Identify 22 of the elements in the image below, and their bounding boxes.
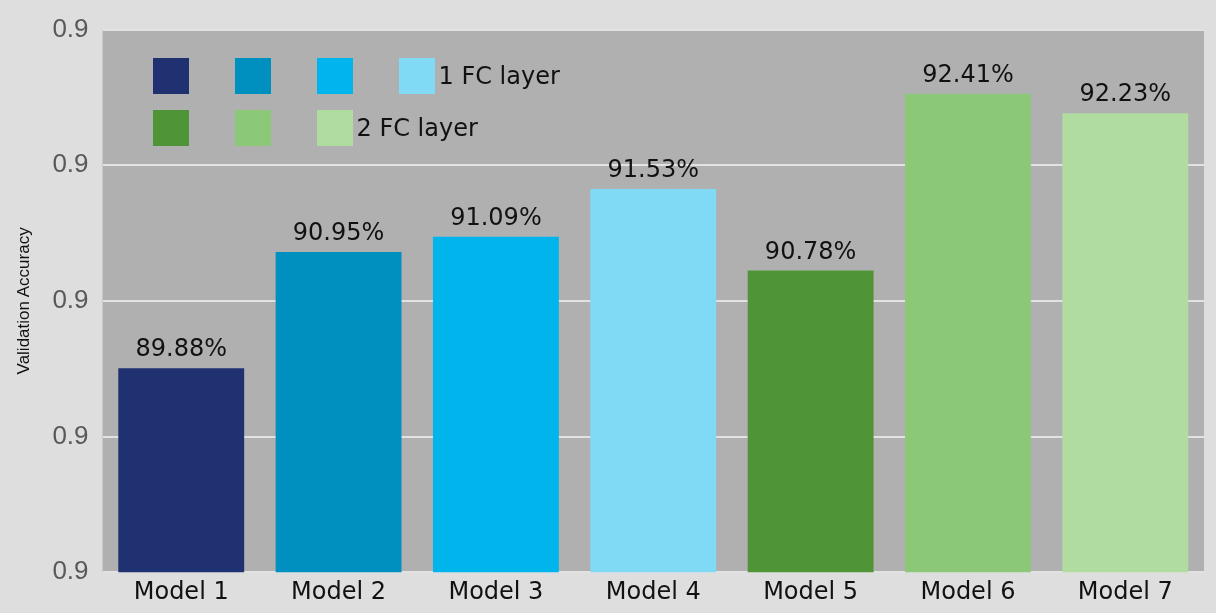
data-label: 89.88%	[135, 334, 227, 363]
data-label: 90.78%	[764, 236, 857, 265]
x-tick-label: Model 6	[920, 576, 1016, 605]
x-tick-label: Model 1	[133, 576, 229, 605]
data-label: 92.41%	[922, 59, 1014, 88]
x-tick-label: Model 3	[448, 576, 544, 605]
legend-label: 2 FC layer	[356, 113, 478, 142]
x-tick-label: Model 4	[605, 576, 701, 605]
y-tick-label: 0.9	[52, 284, 89, 315]
x-tick-label: Model 7	[1077, 576, 1173, 605]
x-tick-label: Model 2	[291, 576, 387, 605]
data-label: 91.53%	[607, 155, 700, 184]
y-tick-label: 0.9	[52, 555, 89, 586]
data-label: 91.09%	[450, 203, 542, 232]
data-label: 92.23%	[1079, 79, 1172, 108]
y-tick-label: 0.9	[52, 148, 89, 179]
data-label: 90.95%	[292, 218, 385, 247]
y-tick-label: 0.9	[52, 419, 89, 450]
legend-label: 1 FC layer	[438, 61, 560, 90]
x-tick-label: Model 5	[763, 576, 859, 605]
y-tick-label: 0.9	[52, 12, 89, 43]
y-axis-title: Validation Accuracy	[13, 226, 33, 375]
